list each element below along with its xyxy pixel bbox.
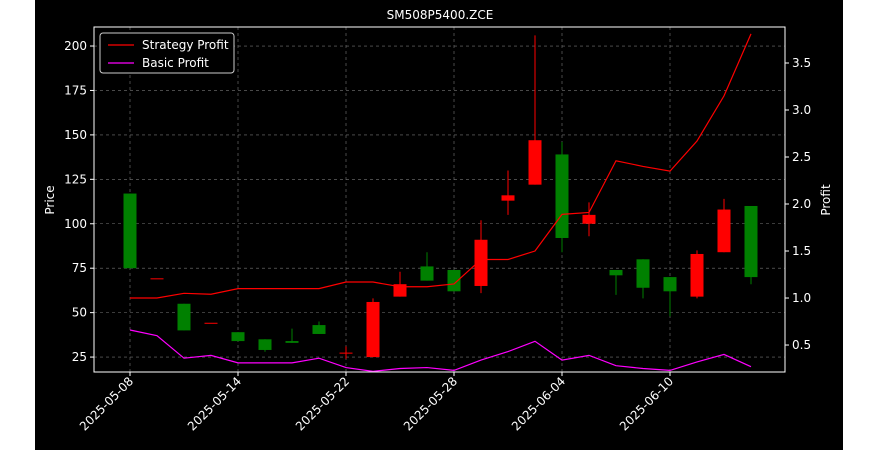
y-tick-label: 100: [64, 217, 87, 231]
candle-body: [312, 325, 326, 334]
candle-body: [528, 140, 542, 185]
candle-body: [366, 301, 380, 358]
candle-body: [447, 269, 461, 292]
y2-tick-label: 1.5: [792, 244, 811, 258]
candle-body: [636, 259, 650, 288]
figure-background: [35, 0, 843, 450]
candle-body: [177, 303, 191, 331]
y-tick-label: 125: [64, 172, 87, 186]
candle-body: [339, 352, 353, 354]
candle-body: [474, 239, 488, 286]
plot-frame: [93, 26, 786, 373]
candle-body: [663, 277, 677, 292]
candle-body: [690, 253, 704, 297]
y-tick-label: 175: [64, 83, 87, 97]
y-tick-label: 150: [64, 128, 87, 142]
legend-label: Strategy Profit: [142, 38, 229, 52]
y-axis-label: Price: [43, 185, 57, 214]
y-tick-label: 50: [72, 306, 87, 320]
chart-title: SM508P5400.ZCE: [387, 8, 494, 22]
y-tick-label: 200: [64, 39, 87, 53]
candle-body: [150, 278, 164, 280]
y2-tick-label: 1.0: [792, 291, 811, 305]
candle-body: [555, 154, 569, 238]
y2-axis-label: Profit: [819, 184, 833, 216]
candle-body: [123, 193, 137, 269]
candle-body: [609, 269, 623, 276]
candle-body: [204, 322, 218, 324]
y2-tick-label: 0.5: [792, 338, 811, 352]
y-tick-label: 75: [72, 261, 87, 275]
profit-line: [130, 33, 752, 299]
candle-body: [744, 205, 758, 278]
candle-body: [717, 209, 731, 253]
candle-body: [258, 339, 272, 350]
y-tick-label: 25: [72, 350, 87, 364]
y2-tick-label: 3.5: [792, 56, 811, 70]
candle-body: [420, 266, 434, 281]
candle-body: [501, 195, 515, 201]
candle-body: [582, 214, 596, 224]
profit-line: [129, 329, 752, 372]
candle-body: [231, 332, 245, 342]
legend-label: Basic Profit: [142, 56, 209, 70]
y2-tick-label: 2.0: [792, 197, 811, 211]
candle-body: [285, 341, 299, 343]
y2-tick-label: 3.0: [792, 103, 811, 117]
y2-tick-label: 2.5: [792, 150, 811, 164]
